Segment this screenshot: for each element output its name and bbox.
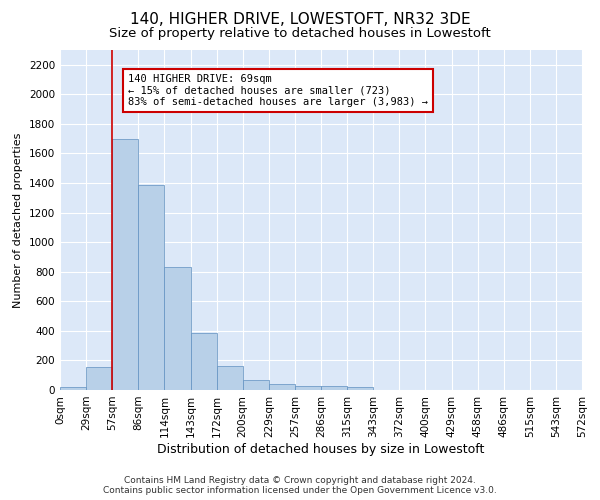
X-axis label: Distribution of detached houses by size in Lowestoft: Distribution of detached houses by size … (157, 442, 485, 456)
Bar (217, 366, 243, 390)
Bar (139, 184, 164, 390)
Bar (242, 380, 269, 390)
Bar (164, 266, 191, 390)
Bar (191, 333, 217, 390)
Bar (269, 384, 295, 390)
Bar (86, 367, 112, 390)
Y-axis label: Number of detached properties: Number of detached properties (13, 132, 23, 308)
Bar (321, 386, 347, 390)
Text: Contains HM Land Registry data © Crown copyright and database right 2024.
Contai: Contains HM Land Registry data © Crown c… (103, 476, 497, 495)
Bar (112, 138, 139, 390)
Text: 140 HIGHER DRIVE: 69sqm
← 15% of detached houses are smaller (723)
83% of semi-d: 140 HIGHER DRIVE: 69sqm ← 15% of detache… (128, 74, 428, 107)
Text: Size of property relative to detached houses in Lowestoft: Size of property relative to detached ho… (109, 28, 491, 40)
Bar (347, 387, 373, 390)
Bar (295, 386, 321, 390)
Text: 140, HIGHER DRIVE, LOWESTOFT, NR32 3DE: 140, HIGHER DRIVE, LOWESTOFT, NR32 3DE (130, 12, 470, 28)
Bar (60, 387, 86, 390)
